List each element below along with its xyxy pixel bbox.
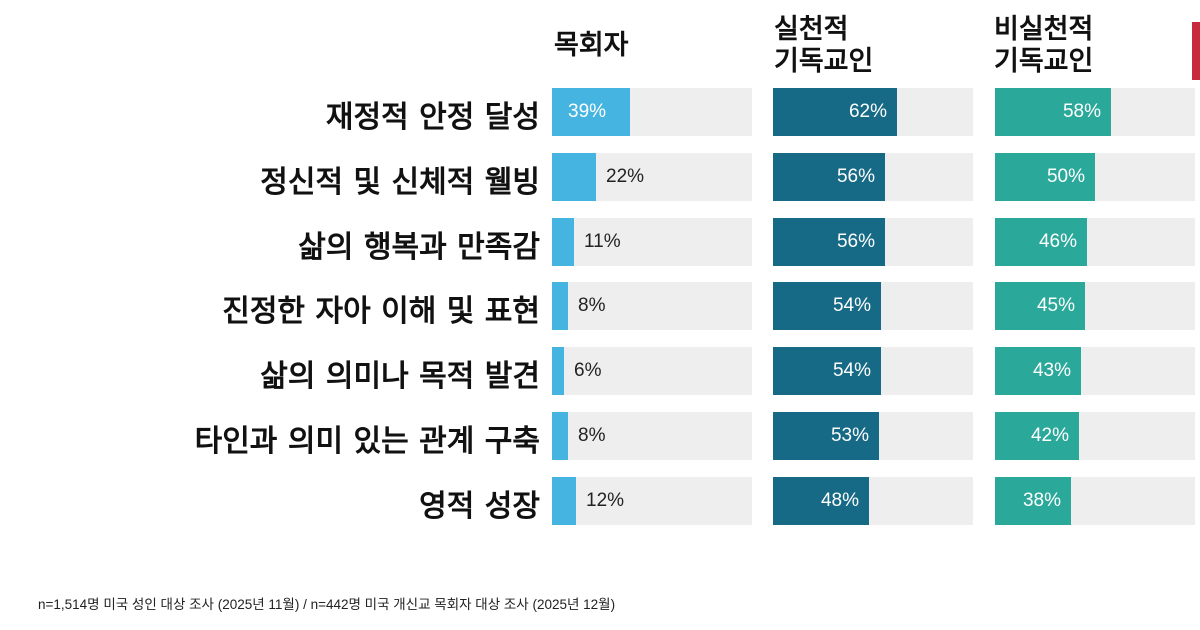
value-label: 56% bbox=[836, 165, 875, 187]
bar bbox=[773, 88, 897, 136]
value-label: 42% bbox=[1030, 425, 1069, 446]
bar bbox=[995, 88, 1111, 136]
bar bbox=[995, 347, 1081, 396]
bar bbox=[552, 412, 568, 460]
bar bbox=[552, 347, 564, 396]
footnote: n=1,514명 미국 성인 대상 조사 (2025년 11월) / n=442… bbox=[38, 597, 616, 612]
value-label: 54% bbox=[832, 295, 871, 317]
value-label: 53% bbox=[830, 425, 869, 446]
bar bbox=[995, 476, 1071, 525]
bar bbox=[773, 412, 879, 460]
value-label: 39% bbox=[568, 101, 607, 122]
bar bbox=[552, 217, 574, 266]
value-label: 45% bbox=[1036, 295, 1075, 317]
bar-track bbox=[552, 412, 752, 460]
bar bbox=[773, 152, 885, 201]
category-label: 재정적 안정 달성 bbox=[325, 100, 540, 135]
bar bbox=[552, 152, 596, 201]
value-label: 11% bbox=[584, 230, 621, 252]
bar-track bbox=[552, 217, 752, 266]
bar bbox=[773, 217, 885, 266]
bar bbox=[995, 412, 1079, 460]
bar bbox=[995, 282, 1085, 331]
category-label: 정신적 및 신체적 웰빙 bbox=[260, 164, 540, 200]
value-label: 8% bbox=[578, 295, 606, 317]
bar-track bbox=[552, 282, 752, 331]
value-label: 48% bbox=[820, 489, 859, 511]
category-label: 삶의 행복과 만족감 bbox=[298, 229, 540, 265]
value-label: 43% bbox=[1032, 360, 1071, 382]
value-label: 62% bbox=[848, 101, 887, 122]
value-label: 54% bbox=[832, 360, 871, 382]
bar-track bbox=[552, 476, 752, 525]
series-header-2: 비실천적 기독교인 bbox=[994, 14, 1094, 77]
value-label: 8% bbox=[578, 425, 606, 446]
value-label: 58% bbox=[1062, 101, 1101, 122]
bar bbox=[995, 217, 1087, 266]
value-label: 46% bbox=[1038, 230, 1077, 252]
series-header-1: 실천적 기독교인 bbox=[774, 14, 874, 77]
value-label: 6% bbox=[574, 360, 602, 382]
category-label: 진정한 자아 이해 및 표현 bbox=[222, 294, 540, 330]
series-header-0: 목회자 bbox=[554, 30, 629, 61]
bar bbox=[552, 282, 568, 331]
bar bbox=[995, 152, 1095, 201]
bar bbox=[552, 88, 630, 136]
value-label: 38% bbox=[1022, 489, 1061, 511]
category-label: 영적 성장 bbox=[419, 488, 540, 524]
bar bbox=[773, 347, 881, 396]
category-label: 타인과 의미 있는 관계 구축 bbox=[194, 424, 540, 459]
value-label: 56% bbox=[836, 230, 875, 252]
bar-track bbox=[552, 347, 752, 396]
value-label: 22% bbox=[606, 165, 645, 187]
category-label: 삶의 의미나 목적 발견 bbox=[260, 359, 540, 395]
value-label: 12% bbox=[586, 489, 625, 511]
bar bbox=[552, 476, 576, 525]
edge-accent-bar bbox=[1192, 22, 1200, 80]
value-label: 50% bbox=[1046, 165, 1085, 187]
bar bbox=[773, 282, 881, 331]
bar bbox=[773, 476, 869, 525]
